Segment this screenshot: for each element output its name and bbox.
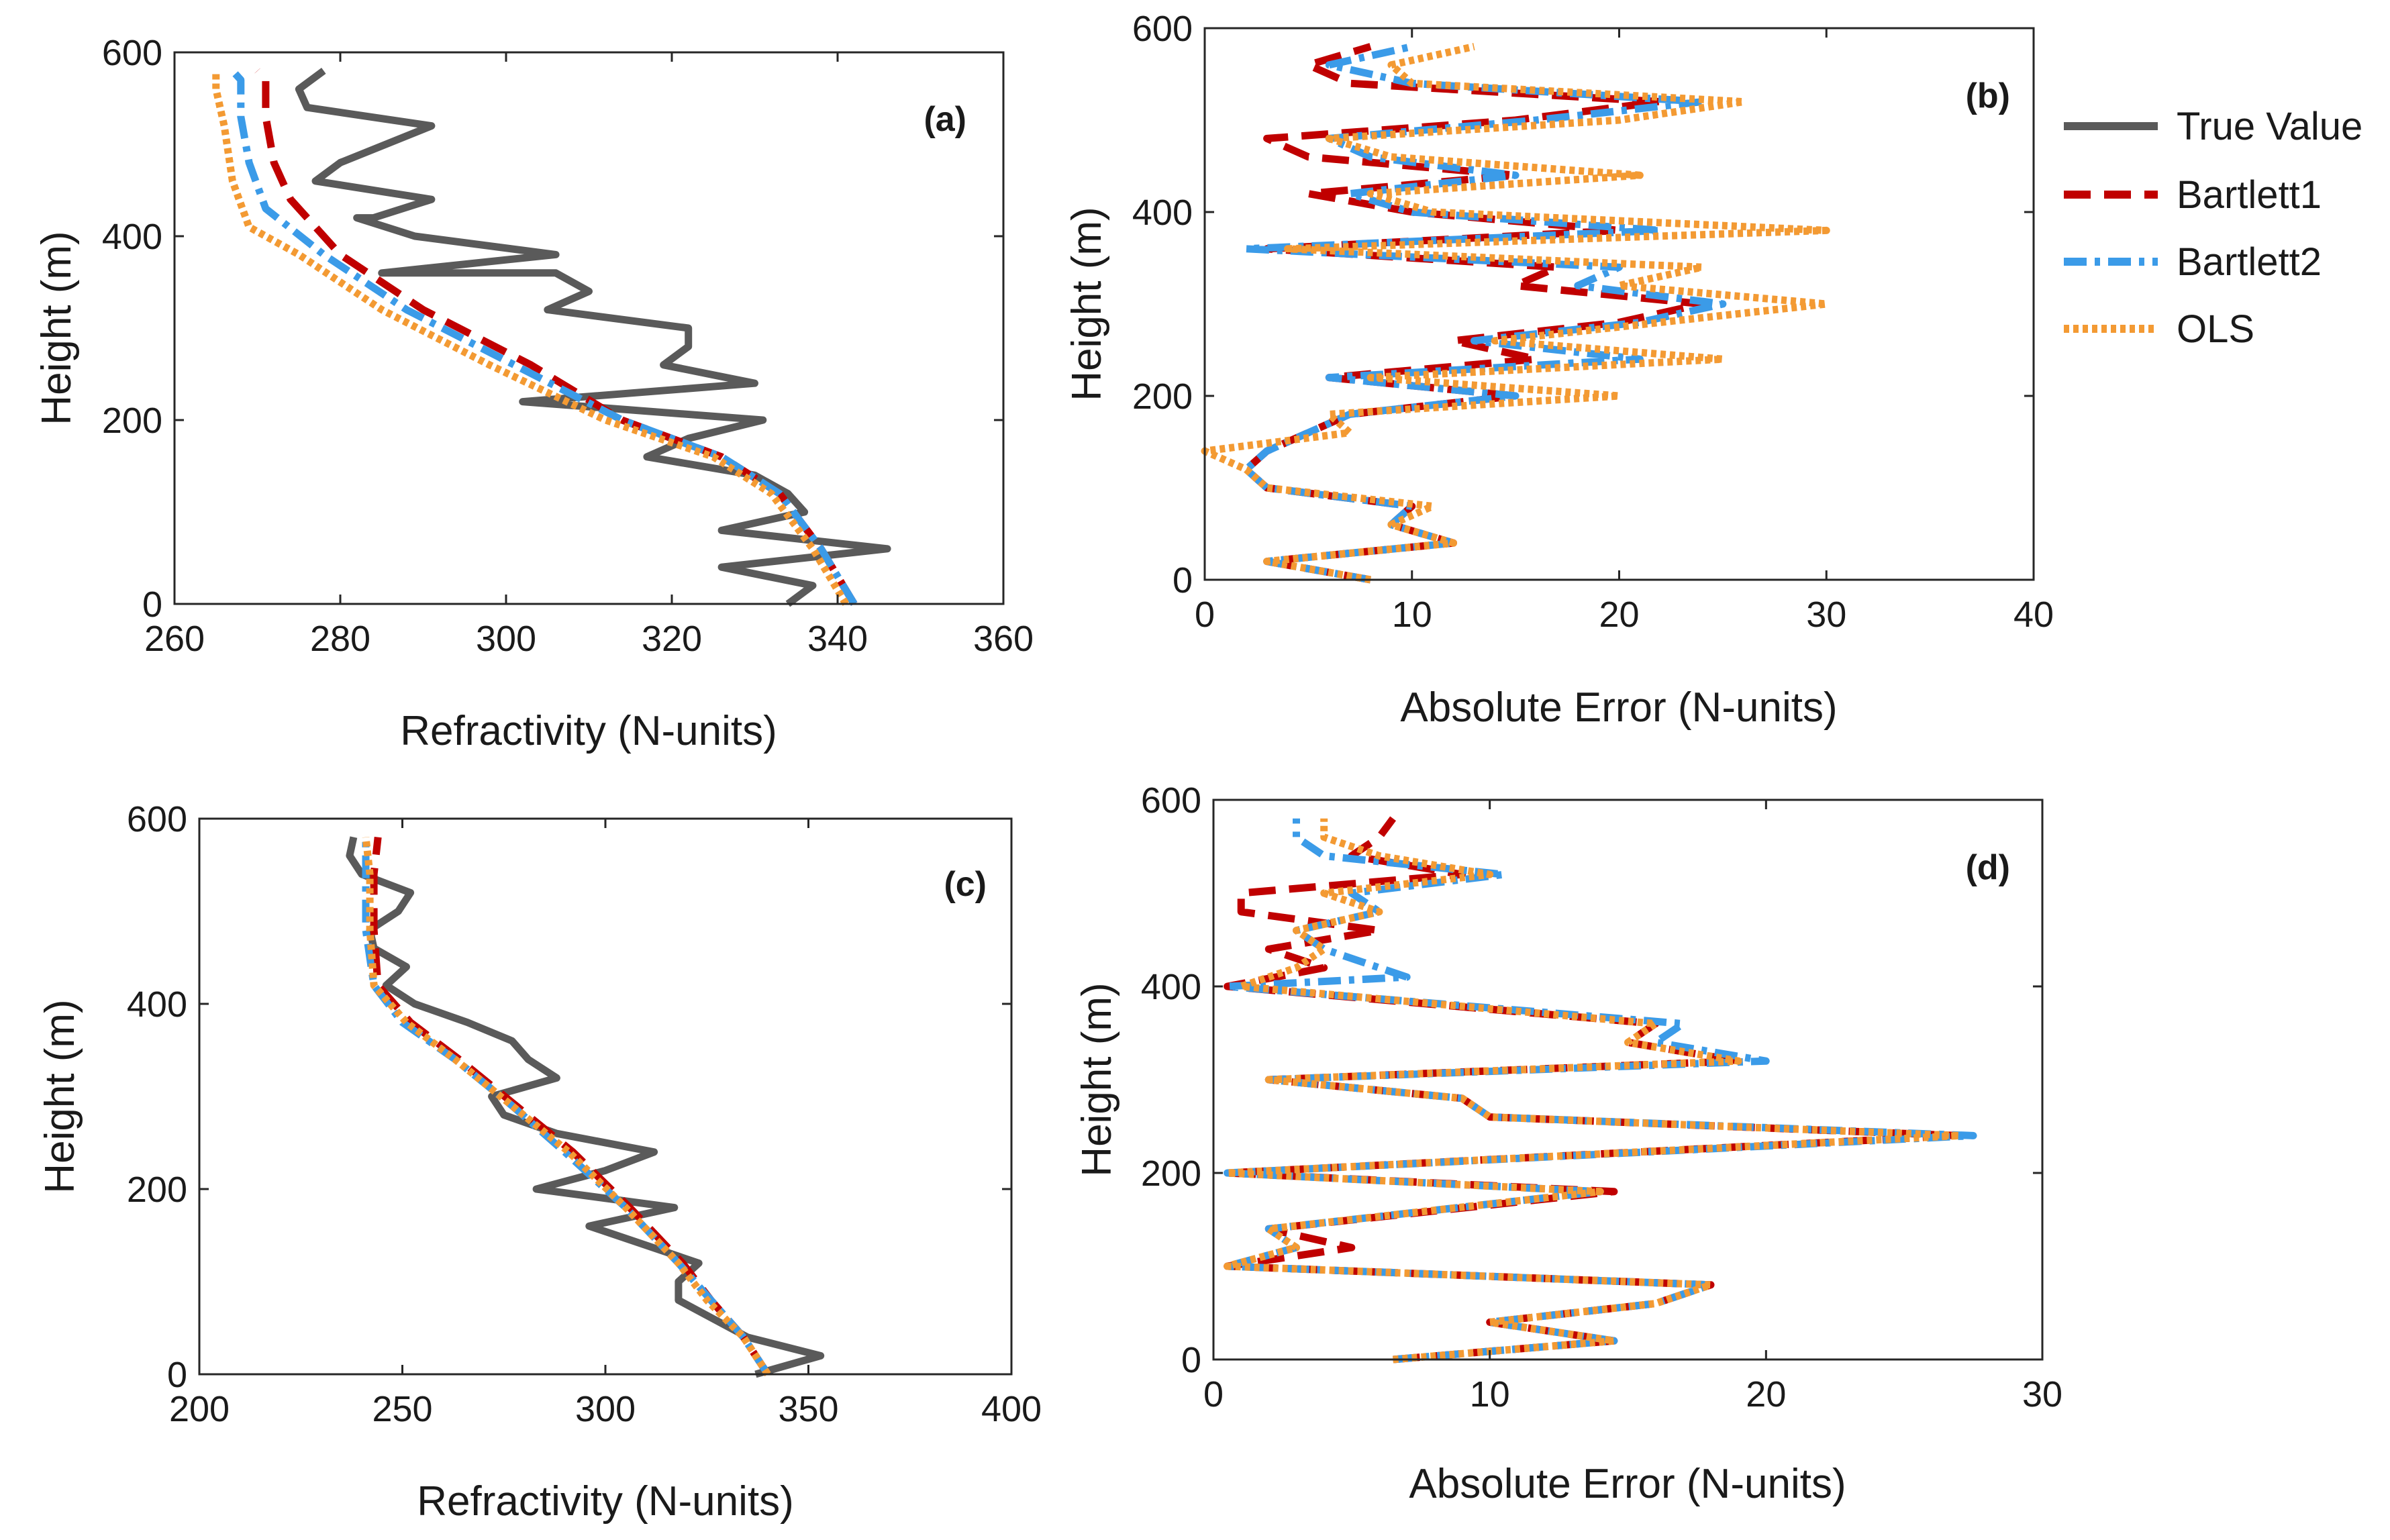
panel-c-ytick-label-2: 400 xyxy=(127,984,187,1025)
panel-d-tag: (d) xyxy=(1966,848,2010,887)
panel-a-ytick-label-1: 200 xyxy=(102,401,162,441)
panel-b-xtick-label-1: 10 xyxy=(1392,595,1432,635)
panel-c-series xyxy=(346,836,825,1378)
panel-a-ticks: 260 280 300 320 340 360 0 200 400 600 xyxy=(102,33,1034,659)
panel-c-xtick-label-0: 200 xyxy=(169,1389,230,1429)
panel-a-ylabel: Height (m) xyxy=(34,231,80,425)
panel-d-xlabel: Absolute Error (N-units) xyxy=(1409,1461,1846,1507)
panel-b-xtick-label-2: 20 xyxy=(1599,595,1639,635)
panel-b-xtick-label-3: 30 xyxy=(1806,595,1846,635)
panel-b-xlabel: Absolute Error (N-units) xyxy=(1400,684,1837,731)
panel-a-ytick-label-0: 0 xyxy=(142,584,162,625)
panel-a-ytick-label-2: 400 xyxy=(102,217,162,257)
panel-c-xtick-label-2: 300 xyxy=(575,1389,636,1429)
panel-a-tag: (a) xyxy=(924,100,966,139)
panel-a-xtick-label-0: 260 xyxy=(144,619,205,659)
panel-c-xlabel: Refractivity (N-units) xyxy=(417,1478,794,1525)
panel-a-line-bartlett2 xyxy=(230,68,858,606)
panel-a-line-ols xyxy=(212,70,850,606)
panel-d-series xyxy=(1224,816,1977,1364)
panel-c-xtick-label-1: 250 xyxy=(372,1389,432,1429)
panel-a: 260 280 300 320 340 360 0 200 400 600 (a) Refract… xyxy=(34,33,1034,754)
panel-b-xtick-label-4: 40 xyxy=(2013,595,2054,635)
panel-d-xtick-label-2: 20 xyxy=(1746,1374,1786,1415)
panel-a-frame xyxy=(173,51,1005,605)
panel-b-ytick-label-1: 200 xyxy=(1132,376,1193,417)
panel-d: 0 10 20 30 0 200 400 600 (d) Absolute Error (N-… xyxy=(1074,780,2062,1507)
panel-d-line-ols xyxy=(1224,818,1963,1364)
panel-d-frame xyxy=(1212,799,2044,1361)
panel-d-xtick-label-3: 30 xyxy=(2022,1374,2062,1415)
panel-a-ytick-label-3: 600 xyxy=(102,33,162,73)
panel-a-xtick-label-1: 280 xyxy=(310,619,370,659)
panel-b-xtick-label-0: 0 xyxy=(1195,595,1215,635)
panel-a-xlabel: Refractivity (N-units) xyxy=(400,708,777,754)
panel-c-xtick-label-3: 350 xyxy=(778,1389,838,1429)
panel-b-series xyxy=(1201,43,1830,584)
panel-c-ytick-label-0: 0 xyxy=(167,1355,187,1395)
panel-a-xtick-label-4: 340 xyxy=(807,619,868,659)
panel-b-ylabel: Height (m) xyxy=(1064,207,1110,401)
legend-label-true-value: True Value xyxy=(2177,105,2362,148)
legend-label-ols: OLS xyxy=(2177,307,2254,351)
panel-d-ticks: 0 10 20 30 0 200 400 600 xyxy=(1141,780,2062,1415)
panel-c-tag: (c) xyxy=(944,865,987,904)
panel-d-xtick-label-0: 0 xyxy=(1203,1374,1224,1415)
panel-d-ytick-label-2: 400 xyxy=(1141,967,1201,1007)
panel-b-tag: (b) xyxy=(1966,76,2010,115)
panel-a-series xyxy=(212,67,891,607)
panel-a-xtick-label-5: 360 xyxy=(973,619,1034,659)
panel-c-ylabel: Height (m) xyxy=(37,999,83,1193)
panel-c-ytick-label-1: 200 xyxy=(127,1170,187,1210)
panel-a-xtick-label-2: 300 xyxy=(476,619,536,659)
panel-d-ylabel: Height (m) xyxy=(1074,982,1120,1176)
panel-d-ytick-label-1: 200 xyxy=(1141,1153,1201,1194)
panel-c-ytick-label-3: 600 xyxy=(127,799,187,839)
panel-a-line-true-value xyxy=(295,67,891,607)
panel-a-xtick-label-3: 320 xyxy=(642,619,702,659)
panel-d-xtick-label-1: 10 xyxy=(1470,1374,1510,1415)
legend: True Value Bartlett1 Bartlett2 OLS xyxy=(2064,105,2362,351)
panel-c-xtick-label-4: 400 xyxy=(981,1389,1042,1429)
legend-label-bartlett1: Bartlett1 xyxy=(2177,173,2322,217)
panel-b-ytick-label-2: 400 xyxy=(1132,193,1193,233)
panel-c-line-ols xyxy=(362,836,771,1377)
legend-label-bartlett2: Bartlett2 xyxy=(2177,240,2322,284)
panel-b-ytick-label-0: 0 xyxy=(1173,560,1193,601)
panel-b-ytick-label-3: 600 xyxy=(1132,9,1193,49)
panel-d-ytick-label-3: 600 xyxy=(1141,780,1201,821)
panel-c-line-bartlett2 xyxy=(362,837,771,1377)
panel-d-ytick-label-0: 0 xyxy=(1181,1340,1201,1380)
